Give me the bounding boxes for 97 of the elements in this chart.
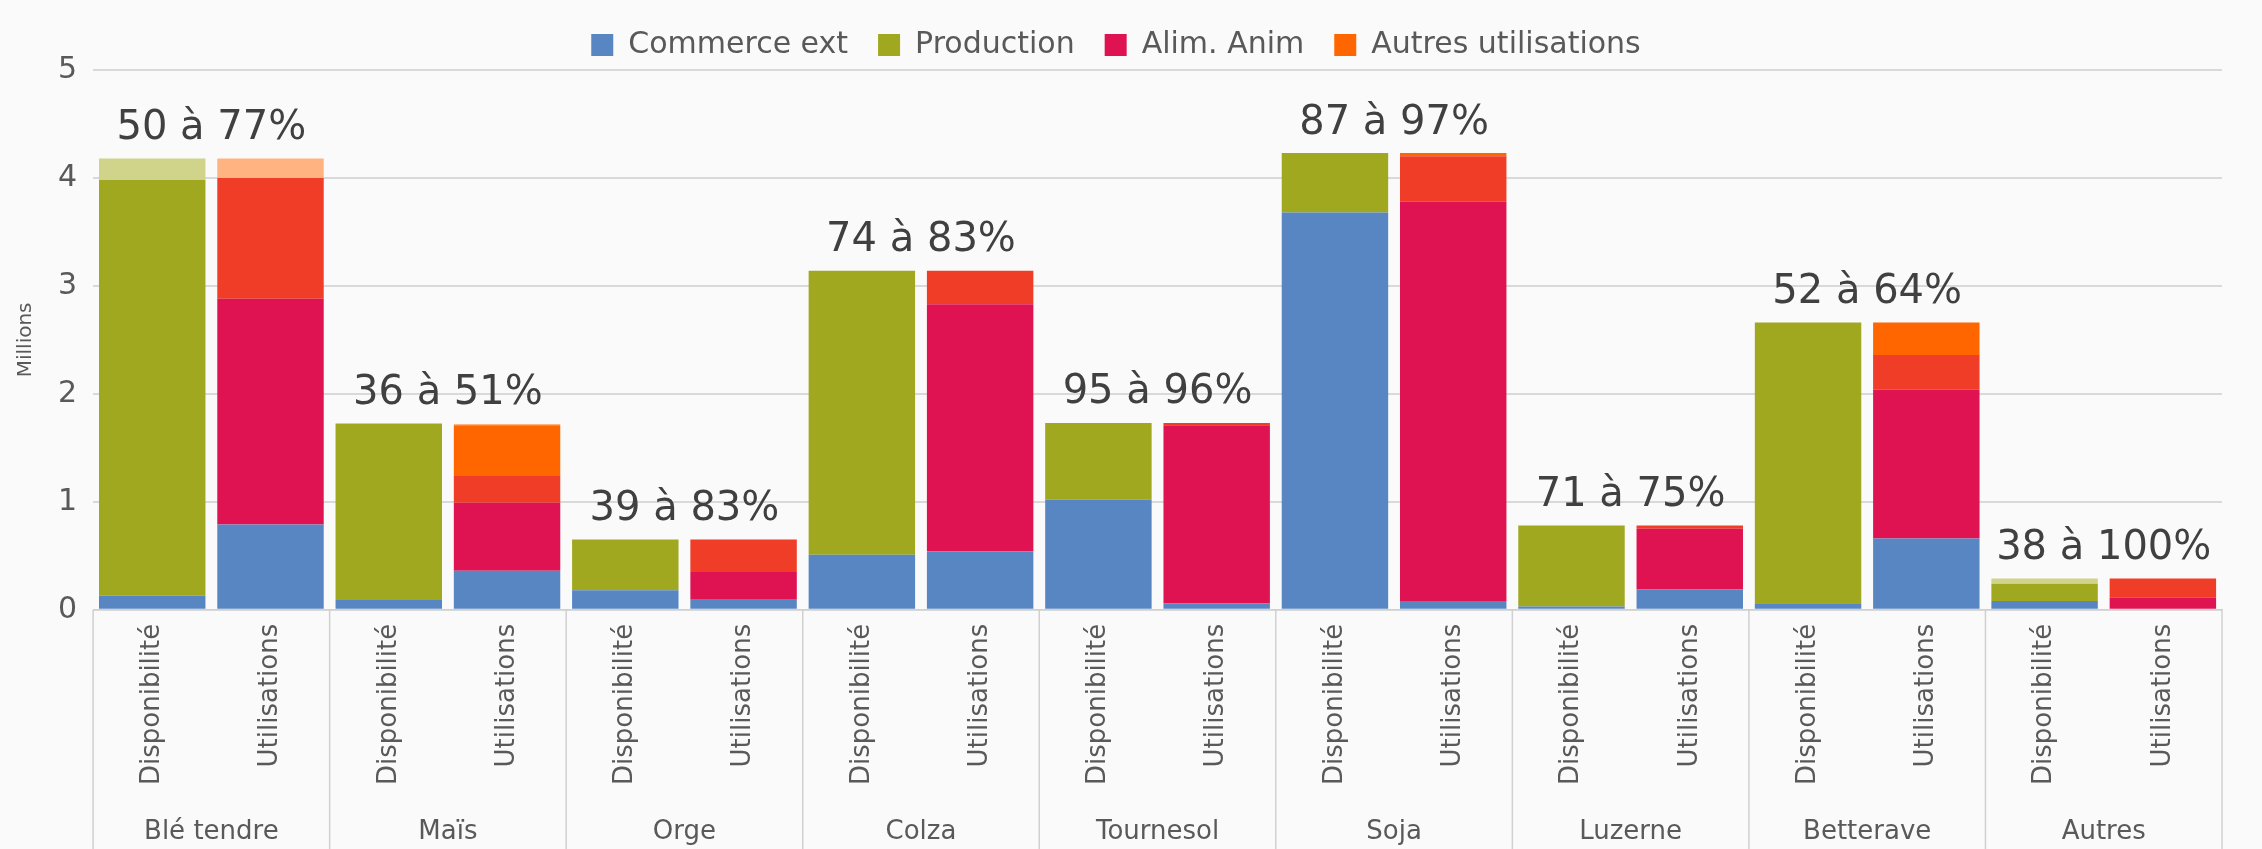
bar <box>572 590 679 609</box>
text: Tournesol <box>1094 814 1220 845</box>
x-tick-label: Utilisations <box>2145 623 2176 768</box>
bar <box>926 270 1034 305</box>
annotation: 50 à 77% <box>116 101 307 148</box>
bar <box>808 270 916 555</box>
bar <box>1045 499 1152 609</box>
bar <box>1400 153 1507 157</box>
x-tick-label: Utilisations <box>1435 623 1466 768</box>
annotation: 38 à 100% <box>1996 521 2212 568</box>
text: Luzerne <box>1579 814 1683 845</box>
annotation: 74 à 83% <box>826 214 1016 261</box>
bar <box>1518 606 1625 609</box>
x-tick-label: Disponibilité <box>2027 623 2058 786</box>
text: Blé tendre <box>144 814 279 845</box>
bar <box>1045 422 1152 500</box>
bar <box>335 424 442 601</box>
bar <box>690 598 797 609</box>
bar <box>1400 156 1507 202</box>
bar <box>1754 603 1862 609</box>
annotation: 39 à 83% <box>589 482 780 529</box>
bar <box>99 158 206 181</box>
annotation: 87 à 97% <box>1299 96 1489 143</box>
bar <box>335 600 442 609</box>
bar <box>1991 601 2098 609</box>
bar <box>453 502 561 571</box>
bar <box>217 177 324 299</box>
bar <box>453 475 561 503</box>
y-tick-label: 4 <box>57 157 78 193</box>
text: Autres <box>2061 814 2146 845</box>
y-tick-label: 5 <box>57 49 78 85</box>
x-tick-label: Disponibilité <box>1554 623 1585 786</box>
bar <box>1163 422 1270 426</box>
y-tick-label: 0 <box>57 589 78 625</box>
x-tick-label: Utilisations <box>489 623 520 768</box>
y-tick-label: 2 <box>57 373 78 409</box>
x-tick-label: Utilisations <box>253 623 284 768</box>
bar <box>1991 583 2098 602</box>
text: Maïs <box>418 814 478 845</box>
x-tick-label: Utilisations <box>1199 623 1230 768</box>
x-tick-label: Utilisations <box>726 623 757 768</box>
bar <box>572 539 679 591</box>
bar <box>1163 603 1270 609</box>
annotation: 36 à 51% <box>353 367 543 414</box>
text: Soja <box>1366 814 1422 845</box>
bar <box>1754 322 1862 604</box>
bar <box>1636 589 1743 609</box>
bar <box>99 180 206 596</box>
text: Orge <box>652 814 717 845</box>
bar <box>926 304 1034 552</box>
bar <box>1991 578 2098 584</box>
bar <box>1400 201 1507 602</box>
bar <box>1400 601 1507 609</box>
bar <box>1873 354 1980 390</box>
y-tick-label: 3 <box>57 265 78 301</box>
bar <box>926 551 1034 609</box>
bar <box>1163 425 1270 604</box>
bar <box>690 571 797 599</box>
x-tick-label: Disponibilité <box>1790 623 1821 786</box>
x-tick-label: Disponibilité <box>844 623 875 786</box>
x-tick-label: Utilisations <box>962 623 993 768</box>
bar <box>2109 597 2217 609</box>
legend-label: Alim. Anim <box>1141 24 1305 60</box>
y-tick-label: 1 <box>57 481 78 517</box>
bar <box>453 570 561 609</box>
x-tick-label: Disponibilité <box>1081 623 1112 786</box>
bar <box>1281 153 1389 213</box>
annotation: 52 à 64% <box>1772 265 1963 312</box>
bar <box>217 524 324 609</box>
bar <box>1518 525 1625 607</box>
bar <box>217 298 324 525</box>
bar <box>217 158 324 178</box>
bar <box>1873 322 1980 355</box>
x-tick-label: Disponibilité <box>608 623 639 786</box>
bar <box>690 539 797 572</box>
text: Betterave <box>1803 814 1932 845</box>
x-tick-label: Disponibilité <box>371 623 402 786</box>
bar <box>1636 525 1743 529</box>
x-tick-label: Disponibilité <box>134 623 165 786</box>
bar <box>1636 528 1743 590</box>
bar <box>1873 389 1980 539</box>
bar <box>1281 212 1389 609</box>
y-axis-title: Millions <box>12 302 37 378</box>
bar <box>99 595 206 609</box>
bar <box>2109 578 2217 598</box>
bar <box>808 554 916 609</box>
x-tick-label: Disponibilité <box>1317 623 1348 786</box>
annotation: 71 à 75% <box>1535 468 1726 515</box>
bar <box>1873 538 1980 609</box>
x-tick-label: Utilisations <box>1909 623 1940 768</box>
x-tick-label: Utilisations <box>1672 623 1703 768</box>
bar <box>453 425 561 476</box>
legend-label: Commerce ext <box>628 24 849 60</box>
text: Colza <box>885 814 957 845</box>
legend-label: Autres utilisations <box>1371 24 1641 60</box>
annotation: 95 à 96% <box>1062 366 1253 413</box>
legend-label: Production <box>915 24 1075 60</box>
